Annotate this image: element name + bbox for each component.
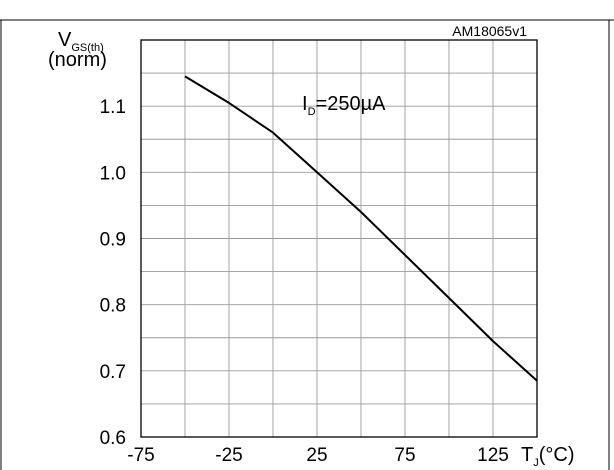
figure-code: AM18065v1 (452, 23, 527, 39)
x-axis-label-main: T (521, 444, 533, 466)
x-axis-label: TJ(°C) (521, 444, 574, 469)
y-tick-label: 1.0 (100, 163, 126, 184)
x-tick-label: 25 (306, 445, 327, 466)
y-tick-label: 0.7 (100, 362, 126, 383)
annotation-sub: D (308, 106, 316, 118)
x-tick-label: 75 (394, 445, 415, 466)
y-axis-label-sub: GS(th) (71, 42, 103, 54)
y-axis-unit: (norm) (48, 49, 107, 71)
series-line-1 (184, 75, 538, 382)
x-tick-label: 125 (477, 445, 509, 466)
x-axis-label-unit: (°C) (539, 444, 575, 466)
y-tick-label: 1.1 (100, 97, 126, 118)
grid (141, 40, 537, 437)
x-tick-labels: -75 -25 25 75 125 (127, 445, 509, 466)
y-tick-label: 0.6 (100, 428, 126, 449)
y-axis-label-main: V (58, 29, 72, 51)
y-tick-labels: 0.6 0.7 0.8 0.9 1.0 1.1 (100, 97, 126, 449)
y-tick-label: 0.9 (100, 230, 126, 251)
annotation-label: ID=250µA (302, 93, 386, 118)
x-axis-label-sub: J (533, 457, 539, 469)
y-axis-label: VGS(th) (58, 29, 104, 54)
x-tick-label: -75 (127, 445, 154, 466)
series-layer (184, 75, 538, 382)
annotation-main: I (302, 93, 308, 115)
x-tick-label: -25 (215, 445, 242, 466)
annotation-rest: =250µA (316, 93, 387, 115)
plot-frame (140, 39, 538, 438)
y-tick-label: 0.8 (100, 296, 126, 317)
